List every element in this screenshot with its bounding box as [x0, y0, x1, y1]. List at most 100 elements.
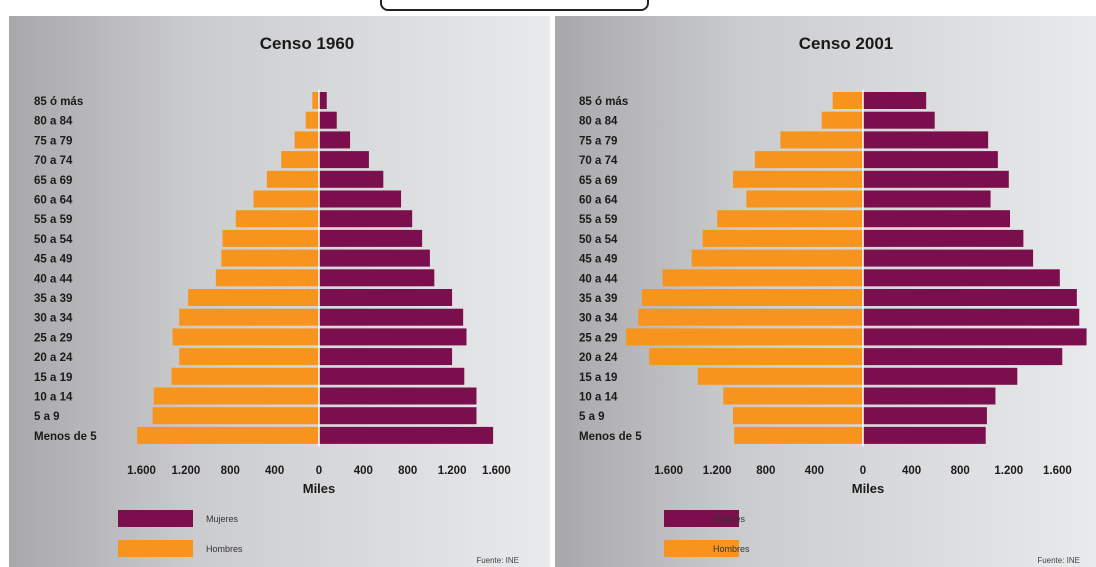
- bar-mujeres: [319, 407, 476, 424]
- age-label: 10 a 14: [579, 392, 618, 404]
- x-tick-label: 800: [756, 465, 775, 477]
- age-label: 50 a 54: [579, 234, 618, 246]
- bar-hombres: [717, 210, 863, 227]
- age-label: 55 a 59: [34, 214, 72, 226]
- bar-mujeres: [319, 348, 452, 365]
- bar-hombres: [154, 388, 319, 405]
- chart-title: Censo 2001: [799, 34, 894, 53]
- bar-mujeres: [319, 328, 466, 345]
- bar-hombres: [153, 407, 319, 424]
- legend-swatch-hombres: [118, 540, 193, 557]
- bar-mujeres: [863, 348, 1062, 365]
- age-label: 75 a 79: [579, 135, 617, 147]
- bar-mujeres: [863, 171, 1009, 188]
- bars-group: [137, 90, 493, 447]
- age-label: 15 a 19: [579, 372, 617, 384]
- age-label: 10 a 14: [34, 392, 73, 404]
- bar-hombres: [755, 151, 863, 168]
- bar-mujeres: [319, 191, 401, 208]
- age-label: 55 a 59: [579, 214, 617, 226]
- bar-hombres: [733, 171, 863, 188]
- legend-label-hombres: Hombres: [713, 544, 750, 554]
- bar-hombres: [306, 112, 319, 129]
- x-tick-label: 0: [316, 465, 322, 477]
- bar-hombres: [137, 427, 319, 444]
- legend-label-mujeres: Mujeres: [206, 514, 239, 524]
- chart-title: Censo 1960: [260, 34, 355, 53]
- age-label: 85 ó más: [34, 96, 83, 108]
- age-label: 30 a 34: [34, 313, 73, 325]
- age-label: 65 a 69: [34, 175, 72, 187]
- age-label: 50 a 54: [34, 234, 73, 246]
- age-label: 60 a 64: [579, 195, 618, 207]
- bar-hombres: [703, 230, 863, 247]
- age-label: 25 a 29: [34, 332, 72, 344]
- x-axis-label: Miles: [852, 481, 885, 496]
- bar-mujeres: [319, 210, 412, 227]
- bar-mujeres: [863, 309, 1079, 326]
- bar-mujeres: [319, 388, 476, 405]
- bar-mujeres: [319, 289, 452, 306]
- bar-hombres: [281, 151, 319, 168]
- age-label: 35 a 39: [579, 293, 617, 305]
- age-label: 30 a 34: [579, 313, 618, 325]
- age-label: 5 a 9: [579, 411, 605, 423]
- x-tick-label: 0: [860, 465, 866, 477]
- source-note: Fuente: INE: [476, 556, 519, 565]
- bar-mujeres: [863, 131, 988, 148]
- bar-hombres: [223, 230, 319, 247]
- bar-hombres: [698, 368, 863, 385]
- bar-mujeres: [863, 269, 1060, 286]
- age-label: 35 a 39: [34, 293, 72, 305]
- x-tick-label: 1.200: [438, 465, 467, 477]
- age-label: 20 a 24: [34, 352, 73, 364]
- bar-hombres: [173, 328, 319, 345]
- bar-hombres: [692, 250, 863, 267]
- bar-mujeres: [863, 388, 995, 405]
- bars-group: [626, 90, 1086, 447]
- pyramid-chart-2001: Censo 2001 Menos de 5 5 a 9 10 a 14 15 a 19…: [555, 16, 1096, 567]
- bar-hombres: [723, 388, 863, 405]
- bar-mujeres: [319, 309, 463, 326]
- age-label: 70 a 74: [34, 155, 73, 167]
- age-label: 25 a 29: [579, 332, 617, 344]
- age-label: Menos de 5: [579, 431, 642, 443]
- age-labels: Menos de 5 5 a 9 10 a 14 15 a 19 20 a 24 25 a…: [34, 96, 97, 443]
- bar-mujeres: [319, 427, 493, 444]
- bar-hombres: [312, 92, 319, 109]
- x-tick-label: 1.600: [127, 465, 156, 477]
- age-label: 45 a 49: [579, 254, 617, 266]
- bar-mujeres: [863, 250, 1033, 267]
- bar-mujeres: [863, 210, 1010, 227]
- bar-mujeres: [863, 328, 1087, 345]
- pyramid-panel-1960: Censo 1960 Menos de 5 5 a 9 10 a 14 15 a 19…: [9, 16, 550, 567]
- x-tick-label: 400: [902, 465, 921, 477]
- bar-hombres: [833, 92, 863, 109]
- x-tick-label: 1.200: [172, 465, 201, 477]
- bar-hombres: [267, 171, 319, 188]
- bar-mujeres: [319, 92, 327, 109]
- bar-mujeres: [863, 368, 1017, 385]
- age-label: 40 a 44: [579, 273, 618, 285]
- age-label: 45 a 49: [34, 254, 72, 266]
- age-label: 65 a 69: [579, 175, 617, 187]
- top-caption-box: [380, 0, 649, 11]
- bar-mujeres: [863, 191, 991, 208]
- legend-label-hombres: Hombres: [206, 544, 243, 554]
- x-tick-labels: 1.600 1.200 800 400 0 400 800 1.200 1.600: [127, 465, 511, 477]
- bar-mujeres: [319, 171, 383, 188]
- bar-hombres: [179, 309, 319, 326]
- bar-mujeres: [863, 427, 986, 444]
- bar-hombres: [649, 348, 863, 365]
- age-label: 70 a 74: [579, 155, 618, 167]
- age-label: 85 ó más: [579, 96, 628, 108]
- bar-hombres: [172, 368, 319, 385]
- x-tick-label: 400: [354, 465, 373, 477]
- bar-hombres: [663, 269, 863, 286]
- bar-mujeres: [863, 92, 926, 109]
- bar-mujeres: [319, 230, 422, 247]
- x-tick-label: 400: [805, 465, 824, 477]
- bar-hombres: [822, 112, 863, 129]
- bar-mujeres: [319, 368, 464, 385]
- age-label: 15 a 19: [34, 372, 72, 384]
